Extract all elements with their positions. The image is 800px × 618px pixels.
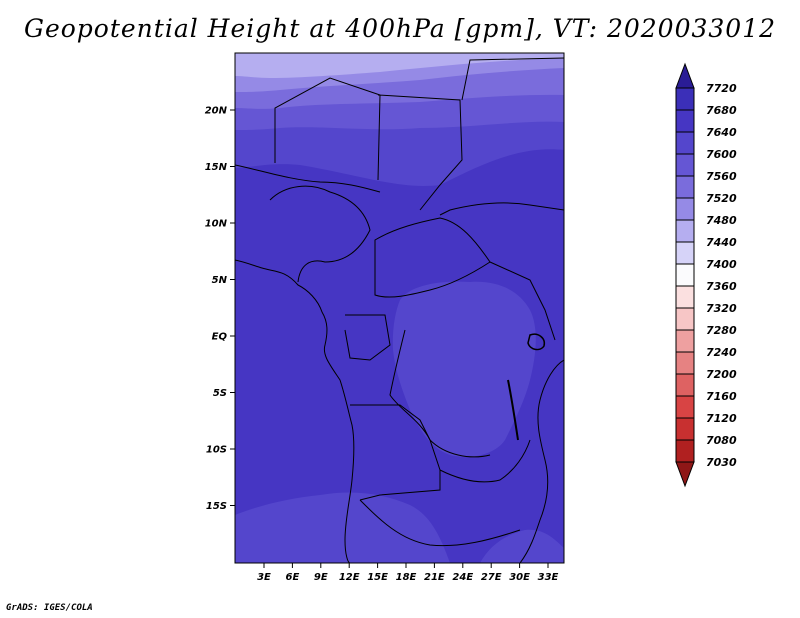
lon-label: 30E — [509, 572, 530, 583]
colorbar-label: 7120 — [706, 412, 737, 425]
colorbar-label: 7640 — [706, 126, 737, 139]
colorbar-legend: 7720 7680 7640 7600 7560 7520 7480 7440 7400 7360… — [675, 62, 737, 488]
border-sahel — [235, 164, 381, 193]
colorbar-label: 7720 — [706, 82, 737, 95]
field-patch-south — [235, 492, 450, 563]
lake-victoria — [527, 333, 546, 351]
colorbar-label: 7240 — [706, 346, 737, 359]
border-nigeria — [269, 185, 371, 283]
colorbar-bin — [675, 373, 695, 397]
colorbar-cap-bottom — [675, 461, 695, 488]
lon-label: 24E — [452, 572, 473, 583]
colorbar-label: 7030 — [706, 456, 737, 469]
colorbar-bin — [675, 329, 695, 353]
border-north-3 — [461, 57, 564, 101]
grads-credit: GrADS: IGES/COLA — [6, 603, 93, 613]
lat-label: 10S — [206, 445, 227, 456]
lon-label: 3E — [257, 572, 271, 583]
lat-label: EQ — [212, 332, 228, 343]
colorbar-bin — [675, 395, 695, 419]
colorbar-bin — [675, 87, 695, 111]
lat-label: 10N — [205, 219, 228, 230]
lat-label: 20N — [205, 106, 228, 117]
colorbar-bin — [675, 285, 695, 309]
colorbar-label: 7360 — [706, 280, 737, 293]
colorbar-label: 7680 — [706, 104, 737, 117]
border-congo — [344, 314, 391, 361]
coastline-west — [235, 259, 355, 563]
lon-label: 27E — [481, 572, 502, 583]
colorbar-bin — [675, 197, 695, 221]
border-north-2 — [377, 94, 463, 211]
colorbar-label: 7520 — [706, 192, 737, 205]
lon-label: 33E — [538, 572, 559, 583]
border-north-1 — [274, 77, 381, 181]
colorbar-bin — [675, 175, 695, 199]
colorbar-label: 7440 — [706, 236, 737, 249]
colorbar-label: 7200 — [706, 368, 737, 381]
colorbar-label: 7280 — [706, 324, 737, 337]
colorbar-bin — [675, 153, 695, 177]
lat-label: 15N — [205, 162, 228, 173]
colorbar-bin — [675, 351, 695, 375]
lat-label: 5S — [213, 388, 227, 399]
map-title: Geopotential Height at 400hPa [gpm], VT:… — [23, 14, 777, 43]
coastlines-borders — [235, 57, 564, 563]
colorbar-label: 7600 — [706, 148, 737, 161]
colorbar-cap-top — [675, 62, 695, 89]
colorbar-bin — [675, 109, 695, 133]
longitude-axis: 3E 6E 9E 12E 15E 18E 21E 24E 27E 30E 33E — [257, 563, 559, 583]
lon-label: 21E — [424, 572, 445, 583]
lat-label: 15S — [206, 501, 227, 512]
border-east — [489, 261, 556, 341]
colorbar-bin — [675, 307, 695, 331]
colorbar-label: 7480 — [706, 214, 737, 227]
border-angola — [350, 404, 441, 501]
colorbar-label: 7160 — [706, 390, 737, 403]
colorbar-bin — [675, 131, 695, 155]
colorbar-label: 7320 — [706, 302, 737, 315]
coastline-east — [519, 359, 564, 563]
colorbar-label: 7560 — [706, 170, 737, 183]
field-patch-congo — [392, 281, 536, 457]
lon-label: 15E — [367, 572, 388, 583]
lon-label: 6E — [286, 572, 300, 583]
colorbar-label: 7400 — [706, 258, 737, 271]
map-frame — [234, 52, 565, 564]
lon-label: 18E — [396, 572, 417, 583]
border-south — [359, 499, 521, 547]
colorbar-bin — [675, 439, 695, 463]
lake-tanganyika — [507, 379, 519, 441]
lon-label: 12E — [339, 572, 360, 583]
border-sudan — [439, 202, 564, 216]
field-patch-south-east — [480, 529, 564, 563]
colorbar-bin — [675, 219, 695, 243]
border-drc — [389, 329, 491, 458]
colorbar-bin — [675, 241, 695, 265]
border-zambia — [439, 439, 531, 483]
latitude-axis: 20N 15N 10N 5N EQ 5S 10S 15S — [205, 106, 235, 512]
lon-label: 9E — [314, 572, 328, 583]
colorbar-bin — [675, 417, 695, 441]
colorbar-bin — [675, 263, 695, 287]
colorbar-label: 7080 — [706, 434, 737, 447]
lat-label: 5N — [212, 275, 228, 286]
